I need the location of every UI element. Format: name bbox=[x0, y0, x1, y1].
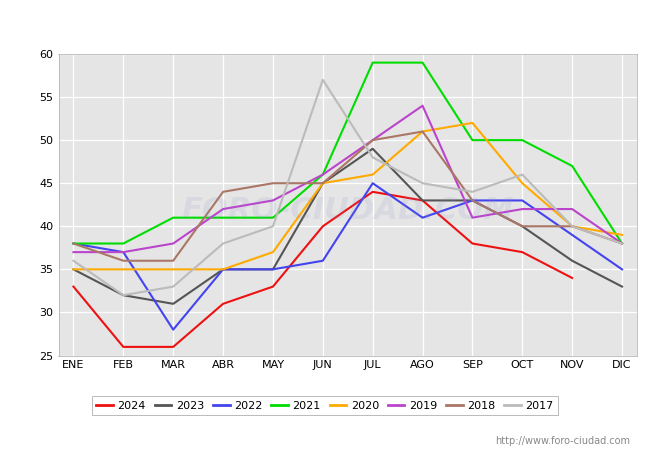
Legend: 2024, 2023, 2022, 2021, 2020, 2019, 2018, 2017: 2024, 2023, 2022, 2021, 2020, 2019, 2018… bbox=[92, 396, 558, 415]
Text: http://www.foro-ciudad.com: http://www.foro-ciudad.com bbox=[495, 436, 630, 446]
Text: FORO-CIUDAD.COM: FORO-CIUDAD.COM bbox=[181, 196, 514, 225]
Text: Afiliados en San Martín del Castañar a 30/11/2024: Afiliados en San Martín del Castañar a 3… bbox=[123, 17, 527, 32]
